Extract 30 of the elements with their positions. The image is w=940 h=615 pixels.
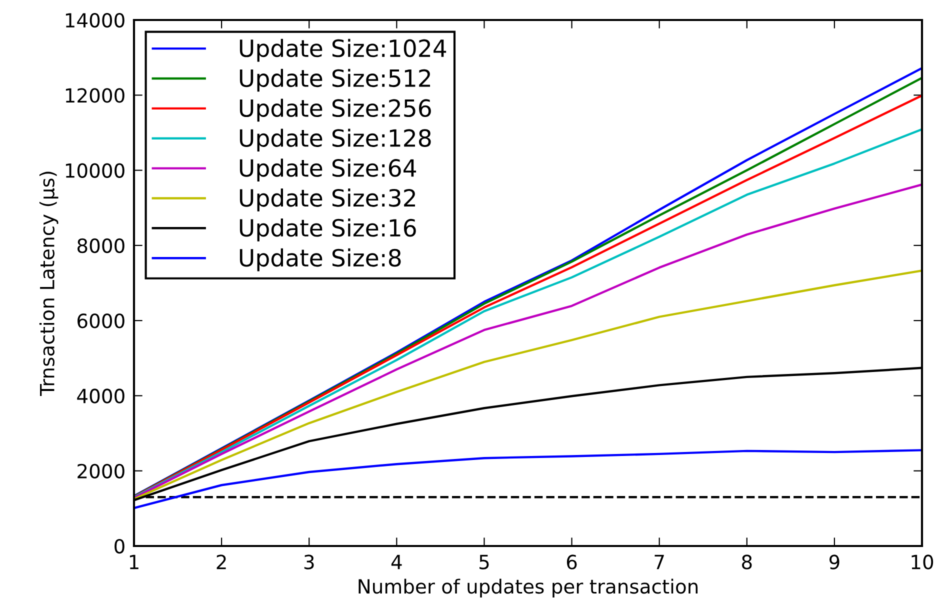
x-tick-label: 2 [216,554,226,570]
y-tick-label: 6000 [78,314,124,328]
legend-label: Update Size:32 [240,188,416,212]
legend-label: Update Size:512 [240,68,430,92]
legend-label: Update Size:16 [240,218,416,242]
y-tick-label: 8000 [78,238,124,254]
y-tick-label: 4000 [77,388,124,404]
y-axis-title: Trnsaction Latency (μs) [39,172,58,396]
x-tick-label: 5 [480,554,489,570]
legend-label: Update Size:256 [240,98,431,122]
x-tick-label: 10 [912,554,934,570]
x-tick-label: 8 [742,554,752,570]
legend-label: Update Size:64 [240,158,416,182]
x-tick-label: 7 [654,554,664,570]
y-tick-label: 12000 [66,88,124,103]
legend-label: Update Size:128 [240,128,431,152]
x-tick-label: 1 [130,554,138,570]
x-tick-label: 9 [829,554,840,570]
line-series [134,449,922,510]
y-tick-label: 2000 [78,464,124,479]
x-tick-label: 3 [304,554,314,570]
x-tick-label: 4 [391,554,402,570]
y-tick-label: 10000 [66,163,124,178]
y-tick-label: 0 [114,538,124,554]
legend-label: Update Size:8 [240,248,401,272]
legend-label: Update Size:1024 [240,38,446,62]
line-series [134,183,922,500]
x-tick-label: 6 [566,554,577,570]
y-tick-label: 14000 [66,12,124,28]
x-axis-title: Number of updates per transaction [358,578,698,598]
